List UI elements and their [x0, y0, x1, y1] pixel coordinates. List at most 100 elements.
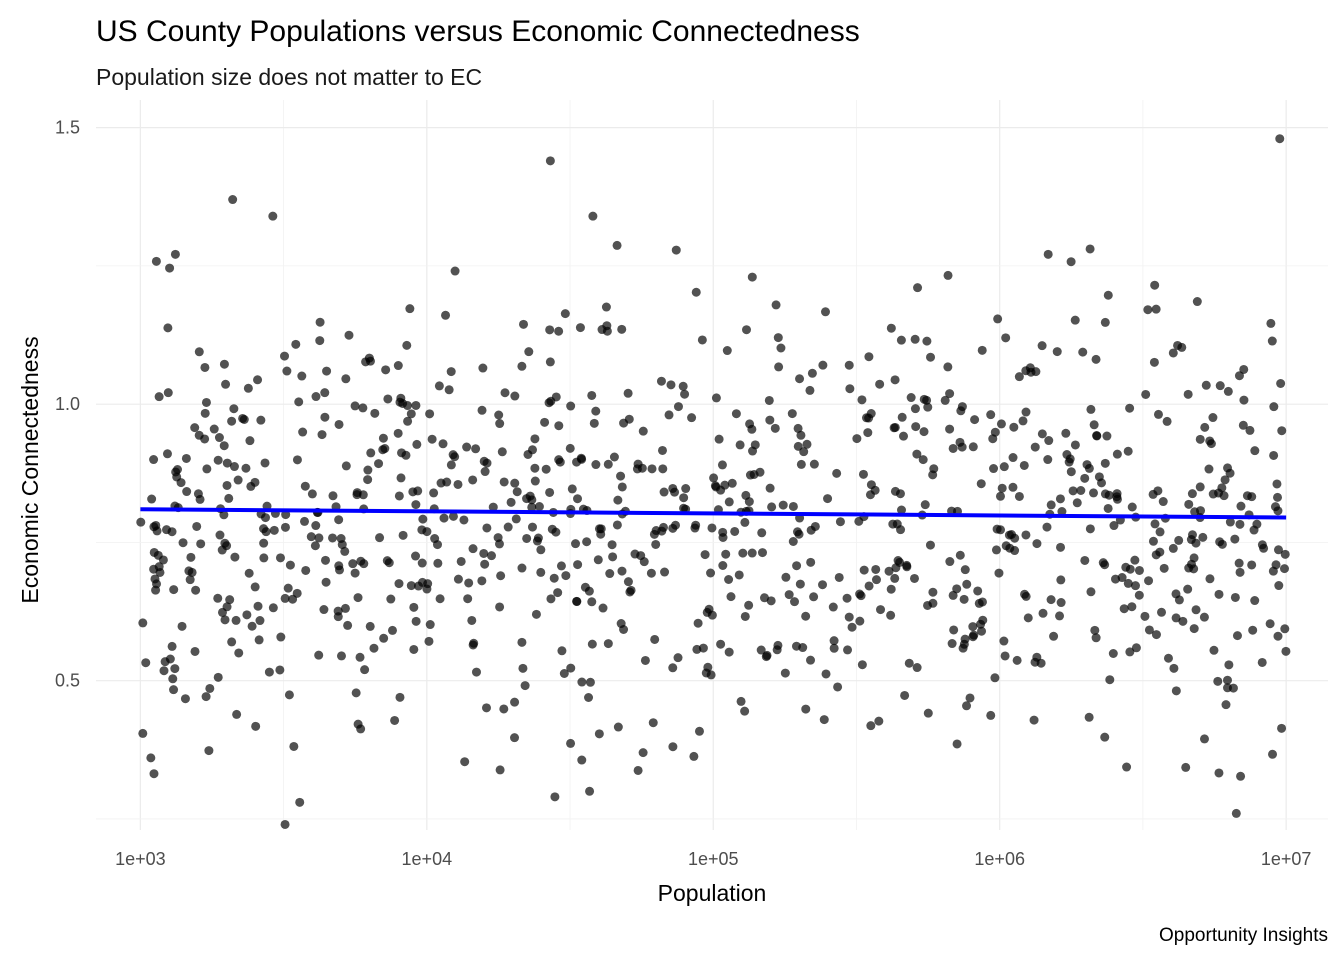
data-point [577, 755, 587, 765]
data-point [1122, 762, 1132, 772]
data-point [1131, 643, 1141, 653]
data-point [1010, 546, 1020, 556]
data-point [511, 514, 521, 524]
data-point [1269, 450, 1279, 460]
data-point [401, 450, 411, 460]
data-point [311, 392, 321, 402]
data-point [358, 490, 368, 500]
data-point [952, 584, 962, 594]
data-point [213, 672, 223, 682]
data-point [425, 409, 435, 419]
data-point [668, 663, 678, 673]
data-point [1217, 539, 1227, 549]
data-point [141, 658, 151, 668]
data-point [387, 625, 397, 635]
data-point [436, 478, 446, 488]
data-point [170, 249, 180, 259]
data-point [460, 757, 470, 767]
data-point [1037, 341, 1047, 351]
data-point [1155, 527, 1165, 537]
data-point [1127, 502, 1137, 512]
data-point [577, 677, 587, 687]
data-point [1169, 663, 1179, 673]
data-point [999, 636, 1009, 646]
data-point [247, 621, 257, 631]
data-point [778, 500, 788, 510]
data-point [1056, 542, 1066, 552]
data-point [989, 464, 999, 474]
data-point [222, 602, 232, 612]
data-point [801, 611, 811, 621]
data-point [340, 603, 350, 613]
data-point [717, 460, 727, 470]
data-point [1214, 589, 1224, 599]
data-point [949, 625, 959, 635]
data-point [379, 633, 389, 643]
data-point [1268, 749, 1278, 759]
data-point [448, 450, 458, 460]
data-point [1277, 723, 1287, 733]
data-point [512, 487, 522, 497]
data-point [1250, 596, 1260, 606]
data-point [1209, 645, 1219, 655]
data-point [1269, 402, 1279, 412]
data-point [307, 489, 317, 499]
data-point [1223, 463, 1233, 473]
data-point [536, 545, 546, 555]
data-point [406, 581, 416, 591]
data-point [1273, 545, 1283, 555]
data-point [575, 323, 585, 333]
data-point [735, 440, 745, 450]
data-point [520, 681, 530, 691]
data-point [201, 692, 211, 702]
data-point [1204, 464, 1214, 474]
data-point [170, 664, 180, 674]
data-point [1275, 134, 1285, 144]
data-point [660, 567, 670, 577]
data-point [1245, 425, 1255, 435]
data-point [1056, 575, 1066, 585]
data-point [168, 674, 178, 684]
data-point [545, 357, 555, 367]
data-point [1078, 347, 1088, 357]
data-point [573, 560, 583, 570]
data-point [759, 593, 769, 603]
data-point [300, 516, 310, 526]
data-point [402, 340, 412, 350]
data-point [1112, 492, 1122, 502]
data-point [173, 464, 183, 474]
data-point [500, 388, 510, 398]
data-point [999, 462, 1009, 472]
data-point [625, 587, 635, 597]
data-point [875, 379, 885, 389]
data-point [757, 528, 767, 538]
data-point [788, 501, 798, 511]
data-point [948, 590, 958, 600]
data-point [195, 494, 205, 504]
data-point [378, 433, 388, 443]
data-point [630, 549, 640, 559]
data-point [679, 503, 689, 513]
data-point [411, 400, 421, 410]
data-point [918, 455, 928, 465]
data-point [186, 552, 196, 562]
data-point [709, 473, 719, 483]
data-point [1036, 658, 1046, 668]
data-point [432, 540, 442, 550]
data-point [573, 494, 583, 504]
y-tick-label: 0.5 [55, 671, 80, 691]
data-point [774, 362, 784, 372]
data-point [396, 393, 406, 403]
data-point [185, 575, 195, 585]
data-point [884, 566, 894, 576]
data-point [1130, 581, 1140, 591]
data-point [550, 792, 560, 802]
data-point [280, 819, 290, 829]
data-point [1021, 407, 1031, 417]
data-point [857, 660, 867, 670]
data-point [1159, 563, 1169, 573]
data-point [209, 424, 219, 434]
data-point [1280, 549, 1290, 559]
data-point [448, 511, 458, 521]
data-point [772, 645, 782, 655]
